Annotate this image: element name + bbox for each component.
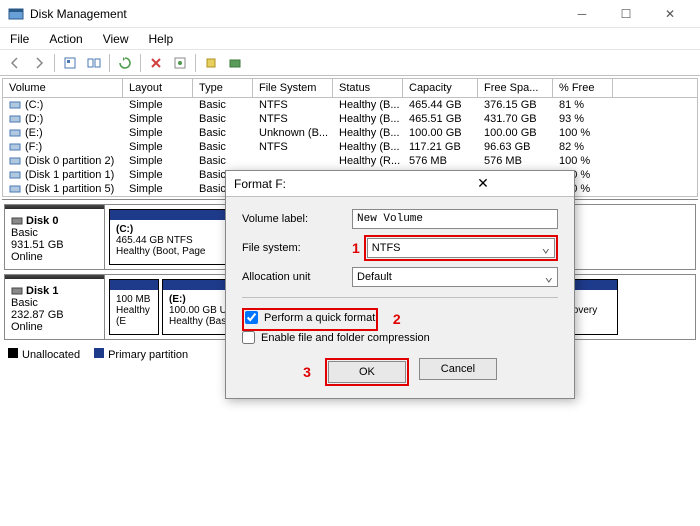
legend-swatch-primary	[94, 348, 104, 358]
table-row[interactable]: (C:) SimpleBasicNTFS Healthy (B...465.44…	[3, 98, 697, 112]
menu-view[interactable]: View	[97, 30, 135, 48]
ok-button[interactable]: OK	[328, 361, 406, 383]
filesystem-label: File system:	[242, 242, 352, 254]
dialog-close-button[interactable]: ✕	[400, 175, 566, 192]
app-icon	[8, 6, 24, 22]
annotation-2: 2	[393, 311, 401, 327]
toolbar	[0, 50, 700, 76]
table-row[interactable]: (Disk 0 partition 2) SimpleBasic Healthy…	[3, 154, 697, 168]
allocation-select[interactable]: Default	[352, 267, 558, 287]
compression-checkbox[interactable]: Enable file and folder compression	[242, 331, 558, 344]
annotation-1: 1	[352, 240, 360, 256]
col-filesystem[interactable]: File System	[253, 79, 333, 97]
new-button[interactable]	[200, 52, 222, 74]
volume-label-input[interactable]	[352, 209, 558, 229]
volume-label-label: Volume label:	[242, 213, 352, 225]
refresh-button[interactable]	[114, 52, 136, 74]
menu-file[interactable]: File	[4, 30, 35, 48]
quick-format-input[interactable]	[245, 311, 258, 324]
volume-icon	[9, 155, 21, 167]
col-layout[interactable]: Layout	[123, 79, 193, 97]
volume-icon	[9, 183, 21, 195]
col-pctfree[interactable]: % Free	[553, 79, 613, 97]
allocation-label: Allocation unit	[242, 271, 352, 283]
cancel-button[interactable]: Cancel	[419, 358, 497, 380]
toolbar-icon-1[interactable]	[59, 52, 81, 74]
compression-input[interactable]	[242, 331, 255, 344]
volume-table-header: Volume Layout Type File System Status Ca…	[3, 79, 697, 98]
table-row[interactable]: (D:) SimpleBasicNTFS Healthy (B...465.51…	[3, 112, 697, 126]
annotation-3: 3	[303, 364, 311, 380]
col-status[interactable]: Status	[333, 79, 403, 97]
volume-icon	[9, 169, 21, 181]
disk-info: Disk 1 Basic232.87 GBOnline	[5, 275, 105, 339]
menu-action[interactable]: Action	[43, 30, 88, 48]
forward-button[interactable]	[28, 52, 50, 74]
partition[interactable]: 100 MBHealthy (E	[109, 279, 159, 335]
volume-icon	[9, 113, 21, 125]
quick-format-label: Perform a quick format	[264, 312, 375, 324]
menu-help[interactable]: Help	[143, 30, 180, 48]
quick-format-checkbox[interactable]: Perform a quick format	[245, 311, 375, 324]
col-type[interactable]: Type	[193, 79, 253, 97]
title-bar: Disk Management ─ ☐ ✕	[0, 0, 700, 28]
table-row[interactable]: (F:) SimpleBasicNTFS Healthy (B...117.21…	[3, 140, 697, 154]
volume-icon	[9, 127, 21, 139]
filesystem-select[interactable]: NTFS	[367, 238, 555, 258]
legend-swatch-unallocated	[8, 348, 18, 358]
format-dialog: Format F: ✕ Volume label: File system: 1…	[225, 170, 575, 399]
toolbar-icon-2[interactable]	[83, 52, 105, 74]
dialog-title: Format F:	[234, 177, 400, 191]
minimize-button[interactable]: ─	[560, 0, 604, 27]
maximize-button[interactable]: ☐	[604, 0, 648, 27]
close-button[interactable]: ✕	[648, 0, 692, 27]
col-capacity[interactable]: Capacity	[403, 79, 478, 97]
disk-info: Disk 0 Basic931.51 GBOnline	[5, 205, 105, 269]
delete-button[interactable]	[145, 52, 167, 74]
toolbar-icon-3[interactable]	[224, 52, 246, 74]
col-freespace[interactable]: Free Spa...	[478, 79, 553, 97]
window-title: Disk Management	[30, 7, 560, 21]
legend-label-primary: Primary partition	[108, 349, 188, 361]
legend-label-unallocated: Unallocated	[22, 349, 80, 361]
volume-icon	[9, 99, 21, 111]
table-row[interactable]: (E:) SimpleBasicUnknown (B... Healthy (B…	[3, 126, 697, 140]
compression-label: Enable file and folder compression	[261, 332, 430, 344]
volume-icon	[9, 141, 21, 153]
back-button[interactable]	[4, 52, 26, 74]
menu-bar: File Action View Help	[0, 28, 700, 50]
properties-button[interactable]	[169, 52, 191, 74]
dialog-titlebar: Format F: ✕	[226, 171, 574, 197]
col-volume[interactable]: Volume	[3, 79, 123, 97]
